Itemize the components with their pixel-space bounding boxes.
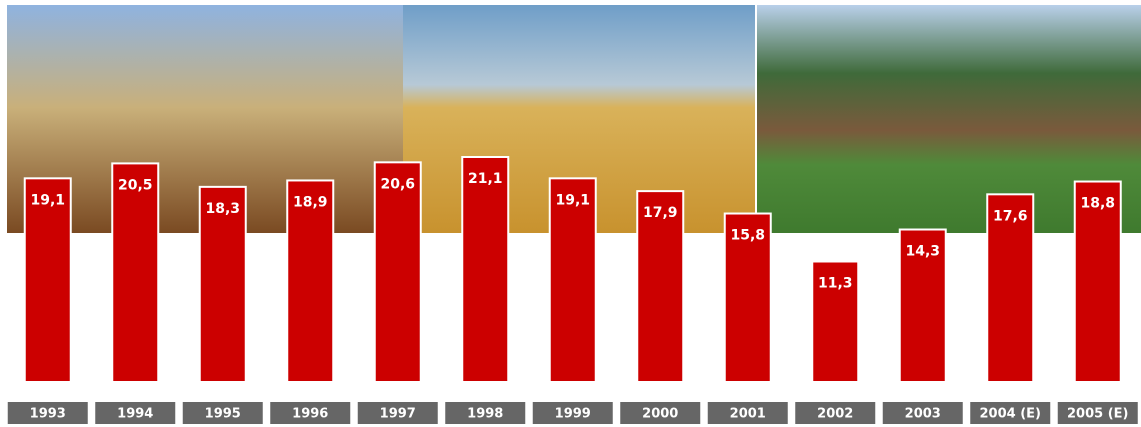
value-label: 20,5 — [118, 177, 153, 193]
x-tick-label: 2004 (E) — [980, 407, 1041, 422]
bar — [111, 162, 160, 383]
bar — [723, 212, 772, 383]
bar — [986, 193, 1035, 383]
category-box — [795, 402, 876, 424]
value-label: 17,6 — [993, 208, 1028, 224]
bar — [23, 177, 72, 383]
x-tick-label: 1995 — [205, 407, 241, 422]
bar — [548, 177, 597, 383]
bar — [1073, 180, 1122, 383]
bar — [636, 190, 685, 383]
x-tick-label: 2005 (E) — [1067, 407, 1128, 422]
bar — [198, 185, 247, 383]
category-box — [357, 402, 438, 424]
value-label: 14,3 — [905, 244, 940, 260]
x-tick-label: 1996 — [292, 407, 328, 422]
bar — [461, 156, 510, 383]
category-box — [7, 402, 88, 424]
value-label: 18,9 — [293, 194, 328, 210]
category-box — [882, 402, 963, 424]
value-label: 18,8 — [1080, 196, 1115, 212]
x-tick-label: 2002 — [817, 407, 853, 422]
x-tick-label: 1999 — [555, 407, 591, 422]
category-box — [532, 402, 613, 424]
category-box — [707, 402, 788, 424]
category-box — [270, 402, 351, 424]
x-tick-label: 1998 — [467, 407, 503, 422]
value-label: 15,8 — [730, 228, 765, 244]
value-label: 20,6 — [380, 176, 415, 192]
x-tick-label: 1994 — [117, 407, 153, 422]
bar — [811, 260, 860, 384]
category-box — [620, 402, 701, 424]
value-label: 17,9 — [643, 205, 678, 221]
x-tick-label: 2001 — [730, 407, 766, 422]
bar — [898, 228, 947, 383]
category-box — [95, 402, 176, 424]
x-tick-label: 1997 — [380, 407, 416, 422]
bar — [286, 179, 335, 383]
value-label: 21,1 — [468, 171, 503, 187]
value-label: 11,3 — [818, 276, 853, 292]
category-box — [182, 402, 263, 424]
category-box — [1057, 402, 1138, 424]
category-box — [970, 402, 1051, 424]
value-label: 18,3 — [205, 201, 240, 217]
category-box — [445, 402, 526, 424]
value-label: 19,1 — [30, 192, 65, 208]
bar — [373, 161, 422, 383]
x-tick-label: 2000 — [642, 407, 678, 422]
x-tick-label: 1993 — [30, 407, 66, 422]
value-label: 19,1 — [555, 192, 590, 208]
x-tick-label: 2003 — [905, 407, 941, 422]
